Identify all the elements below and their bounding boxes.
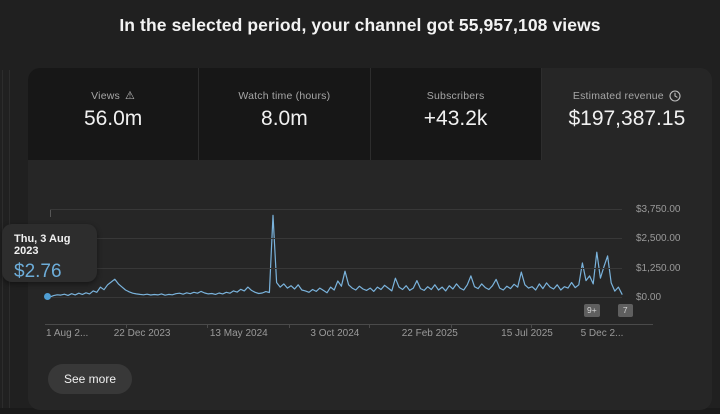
- tooltip-value: $2.76: [14, 261, 62, 282]
- page-bottom-strip: [0, 408, 720, 414]
- chart-tooltip: Thu, 3 Aug 2023 $2.76: [2, 224, 97, 282]
- y-tick-label: $2,500.00: [636, 233, 681, 245]
- metric-value-subscribers: +43.2k: [423, 107, 488, 130]
- x-tick-label: 22 Feb 2025: [401, 328, 458, 339]
- metric-label-subscribers: Subscribers: [426, 90, 485, 102]
- axis-tick: [126, 324, 128, 328]
- gridline: [50, 297, 622, 298]
- warning-triangle-icon: ⚠: [125, 89, 136, 102]
- y-tick-label: $3,750.00: [636, 204, 681, 215]
- annotation-badge[interactable]: 7: [617, 304, 633, 317]
- metric-value-watch-time: 8.0m: [261, 107, 308, 130]
- metric-tab-watch-time[interactable]: Watch time (hours) 8.0m: [199, 68, 371, 160]
- page-title: In the selected period, your channel got…: [119, 15, 601, 35]
- x-axis-line: [45, 324, 653, 325]
- metric-label-views: Views: [91, 90, 120, 102]
- metric-value-views: 56.0m: [83, 107, 143, 130]
- see-more-button[interactable]: See more: [48, 364, 133, 394]
- axis-tick: [451, 324, 452, 328]
- metric-tabs: Views ⚠ 56.0m Watch time (hours) 8.0m Su…: [28, 68, 712, 160]
- metric-tab-estimated-revenue[interactable]: Estimated revenue $197,387.15: [542, 68, 712, 160]
- x-tick-label: 13 May 2024: [209, 328, 268, 339]
- gridline: [50, 267, 622, 269]
- x-tick-label: 22 Dec 2023: [113, 328, 171, 339]
- gridline: [50, 209, 622, 210]
- gridline: [50, 238, 622, 240]
- x-tick-label: 1 Aug 2...: [46, 328, 89, 339]
- metric-tab-views[interactable]: Views ⚠ 56.0m: [28, 68, 200, 160]
- metric-label-watch-time: Watch time (hours): [238, 90, 331, 102]
- metric-label-estimated-revenue: Estimated revenue: [572, 90, 664, 102]
- axis-tick: [206, 324, 208, 328]
- clock-icon: [669, 90, 681, 102]
- y-tick-label: $1,250.00: [636, 262, 681, 274]
- annotation-badges: 9+ 7: [584, 304, 633, 317]
- x-tick-label: 3 Oct 2024: [310, 328, 360, 339]
- axis-tick: [289, 324, 291, 328]
- axis-tick: [531, 324, 533, 328]
- revenue-line: [49, 214, 623, 298]
- plot-region[interactable]: [49, 209, 623, 298]
- metric-tab-subscribers[interactable]: Subscribers +43.2k: [370, 68, 542, 160]
- x-tick-label: 5 Dec 2...: [580, 328, 624, 339]
- metric-value-estimated-revenue: $197,387.15: [568, 107, 686, 130]
- hovered-data-point[interactable]: [44, 293, 51, 300]
- axis-tick: [369, 324, 371, 328]
- revenue-chart[interactable]: $3,750.00 $2,500.00 $1,250.00 $0.00 1 Aug 2…: [28, 160, 712, 410]
- plot-corner-tick: [50, 209, 51, 217]
- analytics-panel: Views ⚠ 56.0m Watch time (hours) 8.0m Su…: [28, 68, 712, 410]
- x-tick-label: 15 Jul 2025: [501, 328, 553, 339]
- annotation-badge[interactable]: 9+: [584, 304, 600, 317]
- tooltip-date: Thu, 3 Aug 2023: [14, 233, 71, 257]
- revenue-line-chart: [49, 214, 623, 298]
- y-tick-label: $0.00: [636, 292, 662, 303]
